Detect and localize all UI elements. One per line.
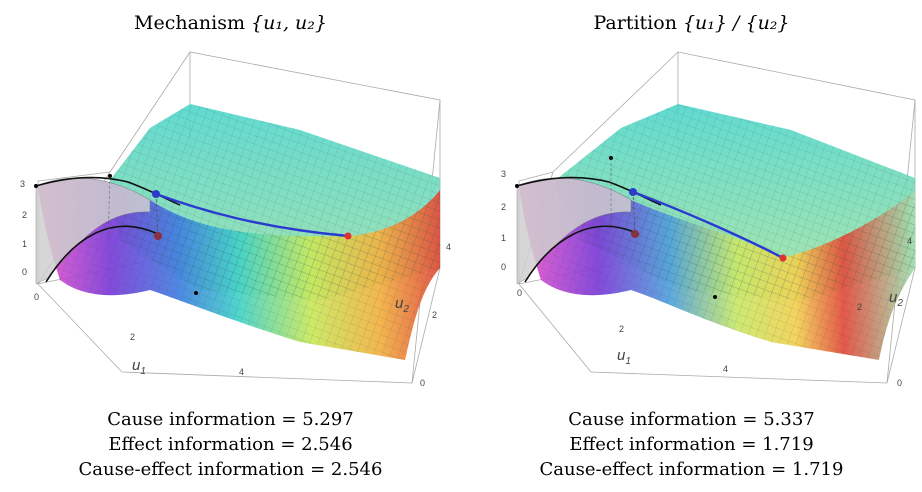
x-tick: 0: [517, 288, 522, 298]
point-marker: [194, 291, 198, 295]
x-axis-label: u1: [132, 357, 146, 377]
caption-cause-effect: Cause-effect information = 2.546: [78, 459, 383, 480]
y-tick: 4: [446, 242, 451, 252]
panel-title-text: Partition: [593, 12, 683, 34]
y-tick: 4: [907, 236, 912, 246]
point-marker: [34, 184, 38, 188]
blue-line: [155, 192, 349, 238]
x-axis-label: u1: [617, 347, 631, 367]
z-tick: 0: [501, 262, 506, 272]
point-marker: [344, 232, 352, 240]
z-tick: 3: [501, 169, 506, 179]
y-axis-label: u2: [395, 295, 409, 315]
panel-partition: Partition {u₁} / {u₂}: [461, 0, 922, 492]
point-marker: [779, 254, 787, 262]
x-tick: 2: [619, 324, 624, 334]
caption-effect: Effect information = 2.546: [108, 434, 353, 455]
blue-line: [632, 190, 784, 260]
caption-cause: Cause information = 5.337: [568, 409, 815, 430]
panel-mechanism: Mechanism {u₁, u₂}: [0, 12, 461, 482]
surface-plot: 3 2 1 0 0 2 4 0 2 4 u1 u2: [501, 51, 916, 388]
black-curve-lower: [45, 225, 159, 283]
panel-title: Mechanism {u₁, u₂}: [0, 12, 461, 34]
caption-cause-effect: Cause-effect information = 1.719: [539, 459, 844, 480]
z-axis-ticks: 3 2 1 0: [501, 169, 506, 272]
x-tick: 4: [239, 367, 244, 377]
panel-title: Partition {u₁} / {u₂}: [461, 12, 922, 34]
y-tick: 0: [897, 378, 902, 388]
panel-title-text: Mechanism: [134, 12, 252, 34]
z-axis-ticks: 3 2 1 0: [20, 179, 27, 277]
panel-title-math: {u₁, u₂}: [251, 12, 327, 34]
x-tick: 2: [130, 332, 135, 342]
caption-effect: Effect information = 1.719: [569, 434, 814, 455]
y-axis-ticks: 0 2 4: [857, 236, 912, 388]
point-marker: [713, 295, 717, 299]
y-axis-label: u2: [889, 289, 903, 309]
y-tick: 0: [420, 378, 425, 388]
z-tick: 1: [22, 239, 27, 249]
z-tick: 1: [501, 233, 506, 243]
x-tick: 4: [723, 364, 728, 374]
panel-title-math: {u₁} / {u₂}: [682, 12, 790, 34]
x-axis-ticks: 0 2 4: [517, 288, 728, 374]
x-tick: 0: [34, 292, 39, 302]
z-tick: 3: [20, 179, 25, 189]
surface-plot: 3 2 1 0 0 2 4 0 2 4 u1 u2: [20, 51, 451, 388]
caption-block: Cause information = 5.297 Effect informa…: [0, 407, 461, 482]
y-axis-ticks: 0 2 4: [420, 242, 451, 388]
black-curve-lower: [524, 225, 640, 283]
x-axis-ticks: 0 2 4: [34, 292, 244, 377]
caption-cause: Cause information = 5.297: [107, 409, 354, 430]
y-tick: 2: [432, 310, 437, 320]
caption-block: Cause information = 5.337 Effect informa…: [461, 407, 922, 482]
z-tick: 2: [501, 202, 506, 212]
y-tick: 2: [857, 302, 862, 312]
z-tick: 0: [22, 267, 27, 277]
z-tick: 2: [22, 210, 27, 220]
point-marker: [515, 184, 519, 188]
